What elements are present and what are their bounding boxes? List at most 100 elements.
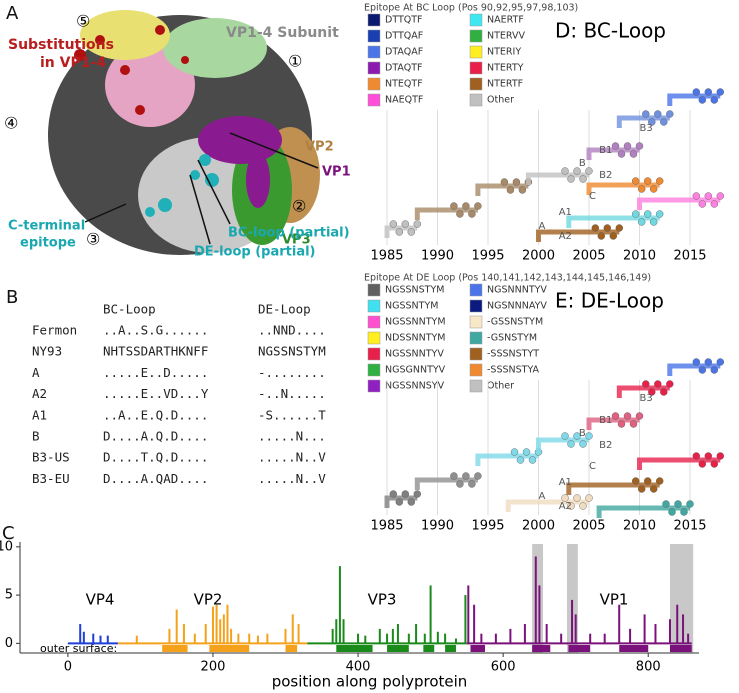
tip xyxy=(632,477,640,485)
branch xyxy=(616,385,670,398)
tip xyxy=(704,192,712,200)
y-axis-label: variability xyxy=(0,560,1,635)
highlight-range xyxy=(566,544,578,653)
tip xyxy=(698,460,706,468)
tip xyxy=(716,452,724,460)
outer-surface xyxy=(568,645,591,652)
clade-label: B2 xyxy=(599,440,612,451)
branch xyxy=(616,115,670,128)
legend-label: Other xyxy=(487,95,514,106)
tip xyxy=(704,88,712,96)
x-tick-label: 1990 xyxy=(421,249,454,264)
outer-surface xyxy=(387,645,409,652)
clade-label: C xyxy=(589,191,596,202)
bar xyxy=(266,633,269,644)
bar xyxy=(396,624,399,644)
legend-label: NGSSNNTYV xyxy=(385,349,444,360)
y-tick-label: 5 xyxy=(5,588,13,603)
branch xyxy=(586,182,660,195)
bar xyxy=(226,604,229,644)
epitope-label: epitope xyxy=(20,236,76,251)
legend-swatch xyxy=(469,315,483,329)
sequence: ..NND.... xyxy=(258,323,326,338)
tip xyxy=(704,358,712,366)
tip xyxy=(638,185,646,193)
sequence: .....N..V xyxy=(258,471,326,486)
sequence: D....A.Q.D.... xyxy=(103,429,208,444)
bar xyxy=(219,619,222,644)
legend-swatch xyxy=(469,61,483,75)
sequence: NGSSNSTYM xyxy=(258,344,326,359)
region-label: VP4 xyxy=(86,591,115,609)
clade-label: B xyxy=(579,158,586,169)
clade-label: A2 xyxy=(559,231,572,242)
bar xyxy=(643,614,646,644)
legend-label: -SSSNSTYA xyxy=(487,365,540,376)
subunit-number: ③ xyxy=(86,230,100,249)
legend-swatch xyxy=(367,13,381,27)
x-axis-label: position along polyprotein xyxy=(272,673,468,691)
bar xyxy=(291,614,294,644)
tip xyxy=(567,440,575,448)
tip xyxy=(522,448,531,456)
region-label: VP1 xyxy=(600,591,629,609)
x-tick-label: 2005 xyxy=(572,519,605,534)
bar xyxy=(284,628,287,644)
branch xyxy=(525,172,589,185)
bar xyxy=(618,604,621,644)
bar xyxy=(480,633,483,644)
tip xyxy=(573,494,581,502)
tip xyxy=(716,88,724,96)
legend-label: Other xyxy=(487,381,514,392)
outer-surface xyxy=(423,645,435,652)
tip xyxy=(710,96,718,104)
clade-label: C xyxy=(589,461,596,472)
x-tick-label: 1985 xyxy=(370,519,403,534)
tip xyxy=(674,500,682,508)
tip xyxy=(686,500,694,508)
highlight-range xyxy=(532,544,544,653)
bar xyxy=(538,585,541,644)
legend-label: DTAQAF xyxy=(385,47,423,58)
bar xyxy=(423,633,426,644)
tip xyxy=(660,388,668,396)
branch xyxy=(475,453,539,466)
bar xyxy=(135,635,138,644)
sequence: -..N..... xyxy=(258,386,326,401)
x-tick-label: 400 xyxy=(346,660,371,675)
tip xyxy=(474,472,482,480)
legend-label: NGSSNNTYM xyxy=(385,317,446,328)
legend-label: NGSGNNTYV xyxy=(385,365,446,376)
x-tick-label: 0 xyxy=(64,660,72,675)
tip xyxy=(474,202,482,210)
tip xyxy=(591,224,599,232)
bar xyxy=(364,635,367,644)
tip xyxy=(650,218,658,226)
subunit-number: ② xyxy=(292,197,306,216)
panel-label: D: BC-Loop xyxy=(555,19,666,43)
legend-label: NAEQTF xyxy=(385,95,423,106)
bar xyxy=(473,604,476,644)
epitope-label: C-terminal xyxy=(8,219,85,234)
y-tick-label: 10 xyxy=(0,539,13,554)
legend-swatch xyxy=(367,331,381,345)
bar xyxy=(222,614,225,644)
tip xyxy=(635,142,644,150)
branch xyxy=(667,93,721,106)
tip xyxy=(603,224,611,232)
sequence: .....N..V xyxy=(258,450,326,465)
tip xyxy=(456,210,464,218)
tip xyxy=(644,177,652,185)
tip xyxy=(642,380,650,388)
strain-name: A1 xyxy=(32,407,47,422)
branch xyxy=(637,457,721,470)
branch xyxy=(586,147,640,160)
bar xyxy=(545,624,548,644)
tip xyxy=(666,110,674,118)
tip xyxy=(698,366,706,374)
legend-label: -GSSNSTYM xyxy=(487,317,543,328)
bar xyxy=(429,585,432,644)
outer-surface xyxy=(532,645,551,652)
branch xyxy=(384,225,418,238)
